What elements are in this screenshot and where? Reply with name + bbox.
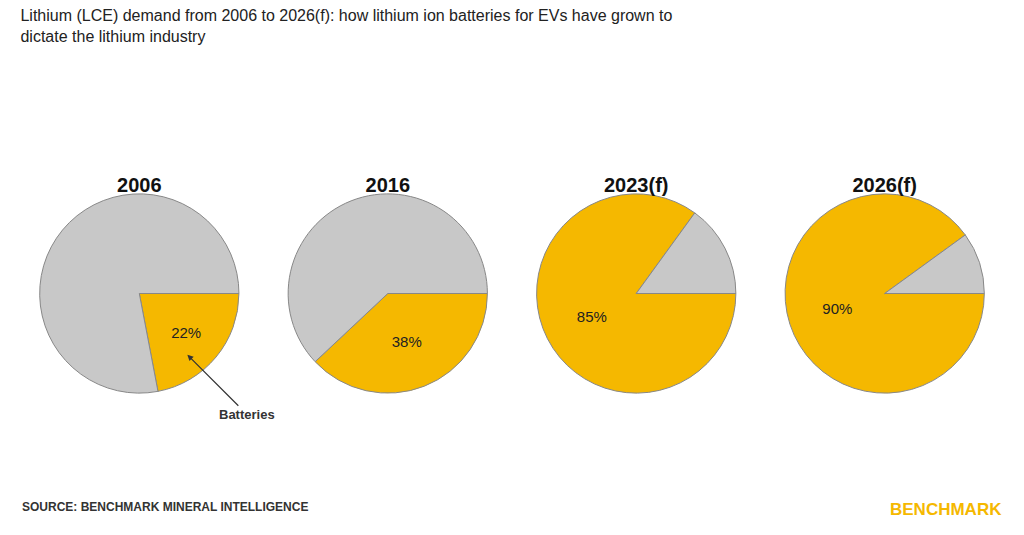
svg-text:2006: 2006 — [117, 174, 162, 196]
svg-text:Batteries: Batteries — [219, 407, 275, 422]
svg-text:BENCHMARK: BENCHMARK — [890, 500, 1002, 519]
svg-text:2016: 2016 — [366, 174, 411, 196]
svg-text:85%: 85% — [577, 308, 607, 325]
svg-text:2023(f): 2023(f) — [604, 174, 668, 196]
svg-text:Lithium (LCE) demand from 2006: Lithium (LCE) demand from 2006 to 2026(f… — [20, 7, 672, 45]
svg-text:22%: 22% — [171, 324, 201, 341]
svg-text:38%: 38% — [392, 333, 422, 350]
svg-text:90%: 90% — [822, 300, 852, 317]
svg-text:SOURCE: BENCHMARK MINERAL INTE: SOURCE: BENCHMARK MINERAL INTELLIGENCE — [22, 500, 308, 514]
svg-text:2026(f): 2026(f) — [852, 174, 916, 196]
